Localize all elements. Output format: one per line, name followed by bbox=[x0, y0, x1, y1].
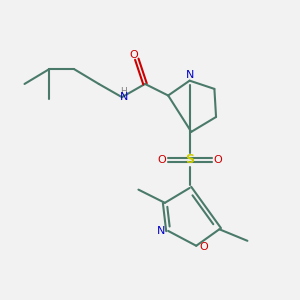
Text: N: N bbox=[157, 226, 165, 236]
Text: N: N bbox=[119, 92, 128, 102]
Text: O: O bbox=[157, 155, 166, 165]
Text: H: H bbox=[120, 87, 127, 96]
Text: S: S bbox=[185, 153, 194, 167]
Text: O: O bbox=[199, 242, 208, 252]
Text: N: N bbox=[185, 70, 194, 80]
Text: O: O bbox=[130, 50, 139, 60]
Text: O: O bbox=[213, 155, 222, 165]
